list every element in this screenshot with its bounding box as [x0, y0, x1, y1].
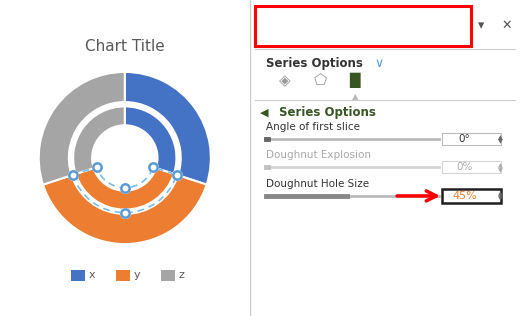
- Text: x: x: [88, 270, 95, 281]
- Text: Doughnut Explosion: Doughnut Explosion: [266, 150, 371, 161]
- Wedge shape: [125, 72, 211, 185]
- Text: 0%: 0%: [457, 162, 473, 172]
- Wedge shape: [76, 168, 174, 210]
- Text: Series Options: Series Options: [266, 57, 362, 70]
- Text: 45%: 45%: [452, 191, 477, 201]
- Text: ▲: ▲: [498, 163, 503, 168]
- Text: ▲: ▲: [352, 92, 358, 101]
- Bar: [161, 270, 175, 281]
- Wedge shape: [125, 106, 176, 174]
- Wedge shape: [73, 106, 125, 174]
- Text: z: z: [178, 270, 184, 281]
- Text: Angle of first slice: Angle of first slice: [266, 122, 360, 132]
- Text: ◈: ◈: [279, 73, 291, 88]
- Text: y: y: [134, 270, 140, 281]
- Text: ◀: ◀: [261, 107, 269, 117]
- Wedge shape: [38, 72, 125, 185]
- Text: ▼: ▼: [498, 196, 503, 201]
- FancyBboxPatch shape: [255, 6, 471, 46]
- Text: Format Data Series: Format Data Series: [266, 19, 400, 33]
- Text: Doughnut Hole Size: Doughnut Hole Size: [266, 179, 369, 189]
- Text: ✕: ✕: [501, 19, 512, 33]
- FancyBboxPatch shape: [441, 189, 501, 203]
- Bar: [116, 270, 130, 281]
- Text: ▐▌: ▐▌: [343, 73, 367, 88]
- Bar: [71, 270, 85, 281]
- Text: ⬠: ⬠: [313, 73, 327, 88]
- FancyBboxPatch shape: [441, 133, 501, 145]
- Text: ▼: ▼: [498, 168, 503, 173]
- Wedge shape: [43, 175, 206, 244]
- Text: ∨: ∨: [374, 57, 383, 70]
- Text: Chart Title: Chart Title: [85, 39, 165, 54]
- Text: 0°: 0°: [459, 134, 471, 144]
- Text: ▾: ▾: [478, 19, 484, 33]
- Text: ▲: ▲: [498, 135, 503, 140]
- Text: Series Options: Series Options: [279, 106, 376, 119]
- Text: ▼: ▼: [498, 140, 503, 145]
- FancyBboxPatch shape: [441, 161, 501, 173]
- Text: ▲: ▲: [498, 191, 503, 197]
